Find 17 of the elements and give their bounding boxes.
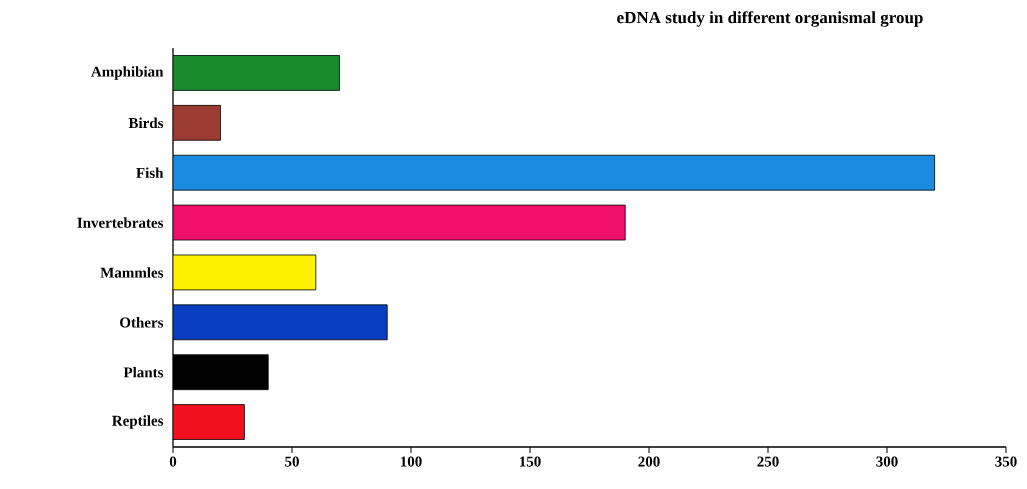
x-tick-label: 350: [995, 456, 1017, 467]
y-tick-label: Birds: [128, 117, 164, 129]
y-tick-label: Invertebrates: [77, 217, 164, 228]
x-tick-label: 300: [876, 456, 898, 467]
x-tick-label: 150: [519, 456, 541, 467]
y-tick-label: Others: [120, 317, 164, 328]
y-tick-label: Mammles: [100, 267, 164, 278]
x-tick-label: 50: [285, 456, 299, 467]
y-tick-label: Fish: [136, 167, 164, 178]
y-tick-label: Reptiles: [112, 415, 164, 429]
x-tick-label: 100: [400, 456, 422, 467]
x-tick-label: 0: [169, 456, 177, 467]
y-tick-label: Plants: [123, 366, 164, 378]
x-tick-label: 200: [638, 456, 660, 467]
chart-title: eDNA study in different organismal group: [617, 11, 923, 27]
y-tick-label: Amphibian: [91, 66, 164, 80]
x-tick-label: 250: [757, 456, 779, 467]
